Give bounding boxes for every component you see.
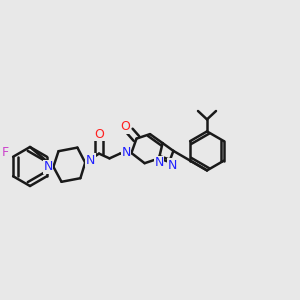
Text: F: F — [2, 146, 9, 159]
Text: N: N — [154, 156, 164, 170]
Text: N: N — [167, 159, 177, 172]
Text: O: O — [94, 128, 104, 141]
Text: N: N — [121, 146, 131, 159]
Text: N: N — [43, 160, 53, 173]
Text: N: N — [86, 154, 95, 167]
Text: O: O — [120, 120, 130, 133]
